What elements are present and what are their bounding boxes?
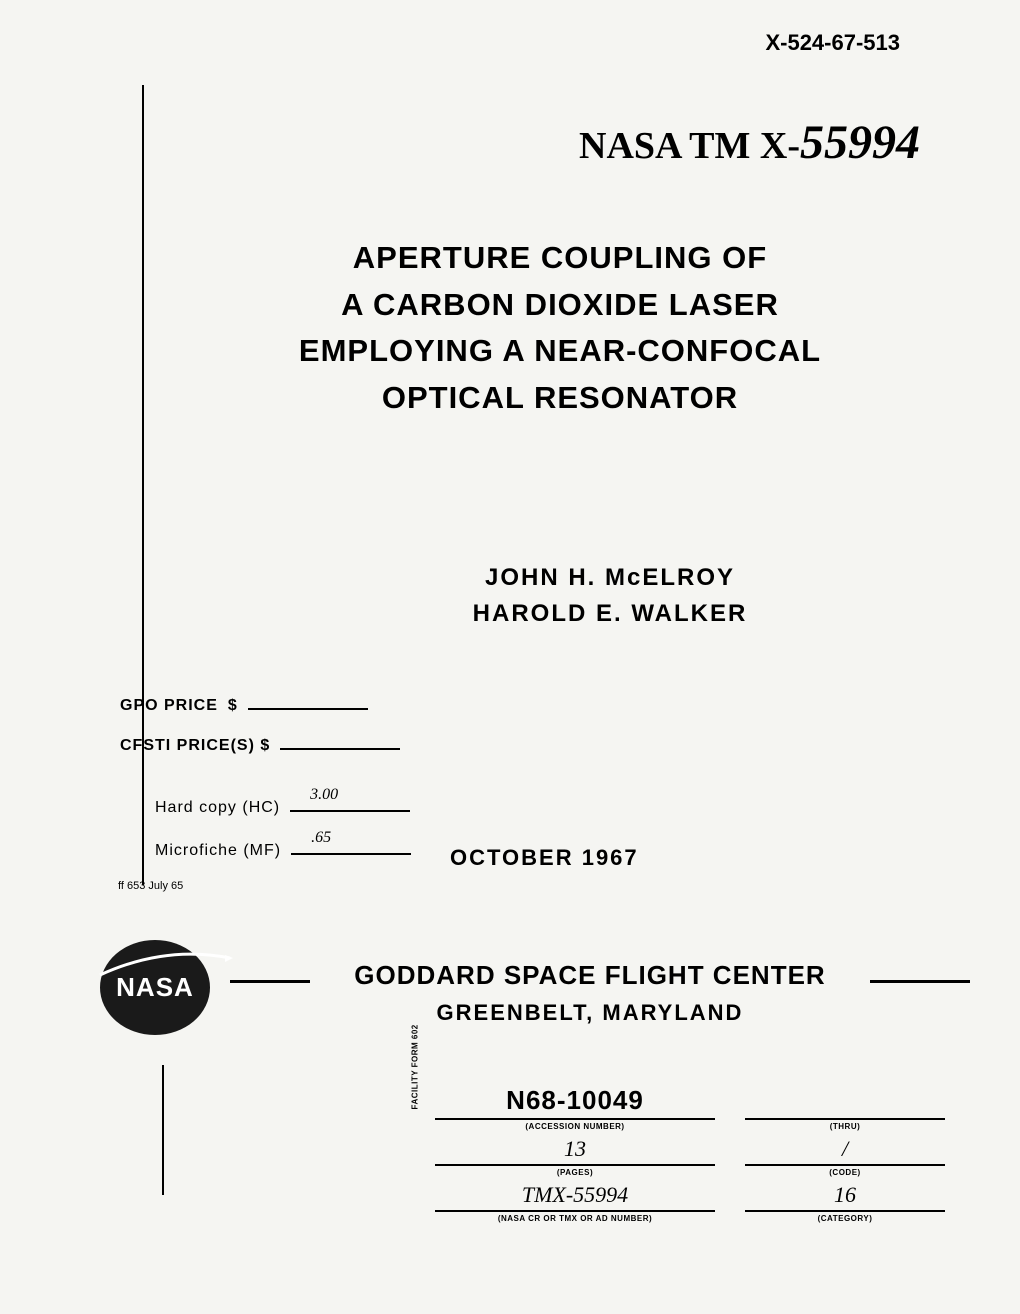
- title-line-4: OPTICAL RESONATOR: [180, 375, 940, 422]
- cfsti-price-label: CFSTI PRICE(S) $: [120, 730, 270, 762]
- divider-line-left: [230, 980, 310, 983]
- nasa-cr-value: TMX-55994: [435, 1182, 715, 1212]
- pages-caption: (PAGES): [435, 1168, 715, 1177]
- thru-caption: (THRU): [745, 1122, 945, 1131]
- category-field: 16 (CATEGORY): [745, 1182, 945, 1223]
- nasa-logo: NASA: [100, 940, 210, 1035]
- author-2: HAROLD E. WALKER: [300, 596, 920, 632]
- hardcopy-value: 3.00: [310, 777, 338, 812]
- gpo-price-row: GPO PRICE $: [120, 690, 400, 722]
- document-page: X-524-67-513 NASA TM X-55994 APERTURE CO…: [0, 0, 1020, 1314]
- microfiche-value: .65: [311, 820, 331, 855]
- authors-block: JOHN H. McELROY HAROLD E. WALKER: [300, 560, 920, 632]
- center-name: GODDARD SPACE FLIGHT CENTER: [320, 960, 860, 991]
- facility-form-label: FACILITY FORM 602: [411, 1024, 420, 1109]
- nasa-swoosh-icon: [95, 950, 235, 980]
- form-row-2: 13 (PAGES) / (CODE): [435, 1136, 965, 1177]
- form-row-3: TMX-55994 (NASA CR OR TMX OR AD NUMBER) …: [435, 1182, 965, 1223]
- divider-line-right: [870, 980, 970, 983]
- gpo-currency: $: [228, 690, 238, 722]
- microfiche-label: Microfiche (MF): [155, 833, 281, 868]
- nasa-tm-prefix: NASA TM X-: [579, 125, 800, 167]
- pages-field: 13 (PAGES): [435, 1136, 715, 1177]
- title-line-2: A CARBON DIOXIDE LASER: [180, 282, 940, 329]
- code-field: / (CODE): [745, 1136, 945, 1177]
- hardcopy-row: Hard copy (HC) 3.00: [155, 790, 411, 825]
- category-value: 16: [745, 1182, 945, 1212]
- accession-field: N68-10049 (ACCESSION NUMBER): [435, 1085, 715, 1131]
- nasa-cr-field: TMX-55994 (NASA CR OR TMX OR AD NUMBER): [435, 1182, 715, 1223]
- microfiche-underline: .65: [291, 837, 411, 855]
- pages-value: 13: [435, 1136, 715, 1166]
- nasa-cr-caption: (NASA CR OR TMX OR AD NUMBER): [435, 1214, 715, 1223]
- hardcopy-underline: 3.00: [290, 794, 410, 812]
- price-section: GPO PRICE $ CFSTI PRICE(S) $: [120, 690, 400, 770]
- document-title: APERTURE COUPLING OF A CARBON DIOXIDE LA…: [180, 235, 940, 421]
- copy-section: Hard copy (HC) 3.00 Microfiche (MF) .65: [155, 790, 411, 876]
- author-1: JOHN H. McELROY: [300, 560, 920, 596]
- gpo-price-value: [248, 692, 368, 710]
- thru-value: [745, 1090, 945, 1120]
- accession-number: N68-10049: [435, 1085, 715, 1120]
- hardcopy-label: Hard copy (HC): [155, 790, 280, 825]
- gpo-price-label: GPO PRICE: [120, 690, 218, 722]
- publication-date: OCTOBER 1967: [450, 845, 639, 871]
- code-value: /: [745, 1136, 945, 1166]
- title-line-3: EMPLOYING A NEAR-CONFOCAL: [180, 328, 940, 375]
- margin-line-bottom: [162, 1065, 164, 1195]
- form-note: ff 653 July 65: [118, 880, 183, 892]
- nasa-logo-circle: NASA: [100, 940, 210, 1035]
- code-caption: (CODE): [745, 1168, 945, 1177]
- thru-field: (THRU): [745, 1090, 945, 1131]
- nasa-tm-number: NASA TM X-55994: [579, 115, 920, 170]
- microfiche-row: Microfiche (MF) .65: [155, 833, 411, 868]
- center-location: GREENBELT, MARYLAND: [320, 1000, 860, 1026]
- facility-form: FACILITY FORM 602 N68-10049 (ACCESSION N…: [435, 1085, 965, 1228]
- cfsti-price-row: CFSTI PRICE(S) $: [120, 730, 400, 762]
- cfsti-price-value: [280, 732, 400, 750]
- title-line-1: APERTURE COUPLING OF: [180, 235, 940, 282]
- category-caption: (CATEGORY): [745, 1214, 945, 1223]
- form-row-1: N68-10049 (ACCESSION NUMBER) (THRU): [435, 1085, 965, 1131]
- accession-caption: (ACCESSION NUMBER): [435, 1122, 715, 1131]
- document-number: X-524-67-513: [765, 30, 900, 56]
- nasa-tm-value: 55994: [800, 116, 920, 169]
